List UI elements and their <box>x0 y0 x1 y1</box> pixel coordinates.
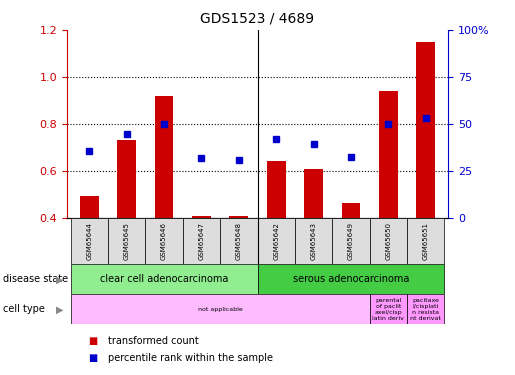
Text: cell type: cell type <box>3 304 44 314</box>
Text: GSM65651: GSM65651 <box>423 222 428 260</box>
Bar <box>379 91 398 218</box>
Text: serous adenocarcinoma: serous adenocarcinoma <box>293 274 409 284</box>
Bar <box>407 294 444 324</box>
Text: pacitaxe
l/cisplati
n resista
nt derivat: pacitaxe l/cisplati n resista nt derivat <box>410 298 441 321</box>
Text: parental
of paclit
axel/cisp
latin deriv: parental of paclit axel/cisp latin deriv <box>372 298 404 321</box>
Text: clear cell adenocarcinoma: clear cell adenocarcinoma <box>100 274 228 284</box>
Bar <box>108 217 145 264</box>
Text: ▶: ▶ <box>56 274 63 284</box>
Text: percentile rank within the sample: percentile rank within the sample <box>108 353 273 363</box>
Bar <box>332 217 370 264</box>
Text: ■: ■ <box>88 353 97 363</box>
Text: GSM65647: GSM65647 <box>198 222 204 260</box>
Bar <box>304 170 323 217</box>
Bar <box>267 161 285 218</box>
Bar <box>258 264 444 294</box>
Bar <box>370 294 407 324</box>
Bar <box>258 217 295 264</box>
Text: ■: ■ <box>88 336 97 346</box>
Bar <box>230 216 248 217</box>
Text: ▶: ▶ <box>56 304 63 314</box>
Bar <box>341 203 360 217</box>
Bar <box>192 216 211 217</box>
Text: GDS1523 / 4689: GDS1523 / 4689 <box>200 11 315 25</box>
Bar <box>183 217 220 264</box>
Text: GSM65648: GSM65648 <box>236 222 242 260</box>
Bar <box>154 96 174 218</box>
Text: GSM65650: GSM65650 <box>385 222 391 260</box>
Bar <box>416 42 435 218</box>
Text: GSM65645: GSM65645 <box>124 222 130 260</box>
Text: GSM65646: GSM65646 <box>161 222 167 260</box>
Bar <box>117 140 136 218</box>
Bar <box>295 217 332 264</box>
Bar <box>80 196 99 217</box>
Bar <box>71 217 108 264</box>
Bar <box>370 217 407 264</box>
Bar <box>71 294 370 324</box>
Bar <box>407 217 444 264</box>
Bar <box>220 217 258 264</box>
Text: GSM65649: GSM65649 <box>348 222 354 260</box>
Text: GSM65644: GSM65644 <box>87 222 92 260</box>
Text: GSM65642: GSM65642 <box>273 222 279 260</box>
Text: not applicable: not applicable <box>198 307 243 312</box>
Bar <box>71 264 258 294</box>
Text: transformed count: transformed count <box>108 336 199 346</box>
Bar <box>145 217 183 264</box>
Text: GSM65643: GSM65643 <box>311 222 317 260</box>
Text: disease state: disease state <box>3 274 67 284</box>
